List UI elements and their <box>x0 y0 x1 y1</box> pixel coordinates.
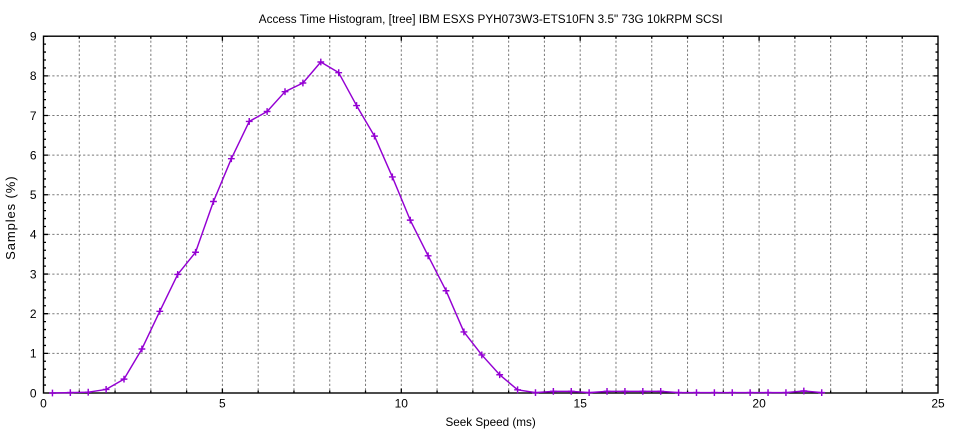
svg-text:10: 10 <box>395 397 409 411</box>
svg-text:Access Time Histogram, [tree]: Access Time Histogram, [tree] IBM ESXS P… <box>259 13 723 26</box>
svg-text:20: 20 <box>752 397 766 411</box>
svg-text:0: 0 <box>40 397 47 411</box>
svg-text:1: 1 <box>30 347 37 361</box>
svg-text:6: 6 <box>30 148 37 162</box>
svg-text:Samples (%): Samples (%) <box>3 176 18 260</box>
svg-text:5: 5 <box>30 188 37 202</box>
svg-text:8: 8 <box>30 69 37 83</box>
svg-text:0: 0 <box>30 386 37 400</box>
svg-text:3: 3 <box>30 267 37 281</box>
svg-text:25: 25 <box>931 397 945 411</box>
svg-text:2: 2 <box>30 307 37 321</box>
svg-text:4: 4 <box>30 228 37 242</box>
svg-text:Seek Speed (ms): Seek Speed (ms) <box>445 416 535 429</box>
svg-text:15: 15 <box>574 397 588 411</box>
svg-text:9: 9 <box>30 30 37 44</box>
svg-text:5: 5 <box>219 397 226 411</box>
svg-text:7: 7 <box>30 109 37 123</box>
